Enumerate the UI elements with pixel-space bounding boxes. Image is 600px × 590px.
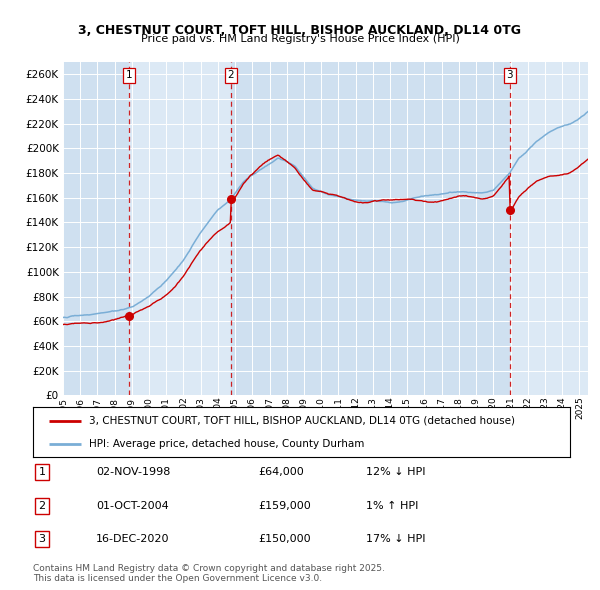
Text: £64,000: £64,000 xyxy=(258,467,304,477)
Bar xyxy=(510,62,588,395)
Text: 3: 3 xyxy=(506,70,513,80)
Text: HPI: Average price, detached house, County Durham: HPI: Average price, detached house, Coun… xyxy=(89,439,365,449)
Text: 12% ↓ HPI: 12% ↓ HPI xyxy=(366,467,425,477)
Text: 2: 2 xyxy=(227,70,234,80)
Bar xyxy=(231,62,510,395)
Text: 1: 1 xyxy=(126,70,133,80)
Text: 01-OCT-2004: 01-OCT-2004 xyxy=(96,501,169,510)
Text: 3, CHESTNUT COURT, TOFT HILL, BISHOP AUCKLAND, DL14 0TG: 3, CHESTNUT COURT, TOFT HILL, BISHOP AUC… xyxy=(79,24,521,37)
Text: 1: 1 xyxy=(38,467,46,477)
Text: Price paid vs. HM Land Registry's House Price Index (HPI): Price paid vs. HM Land Registry's House … xyxy=(140,34,460,44)
Text: £159,000: £159,000 xyxy=(258,501,311,510)
Text: £150,000: £150,000 xyxy=(258,535,311,544)
Text: Contains HM Land Registry data © Crown copyright and database right 2025.
This d: Contains HM Land Registry data © Crown c… xyxy=(33,563,385,583)
Text: 02-NOV-1998: 02-NOV-1998 xyxy=(96,467,170,477)
Text: 17% ↓ HPI: 17% ↓ HPI xyxy=(366,535,425,544)
Text: 16-DEC-2020: 16-DEC-2020 xyxy=(96,535,170,544)
Text: 2: 2 xyxy=(38,501,46,510)
Text: 3: 3 xyxy=(38,535,46,544)
Text: 1% ↑ HPI: 1% ↑ HPI xyxy=(366,501,418,510)
Text: 3, CHESTNUT COURT, TOFT HILL, BISHOP AUCKLAND, DL14 0TG (detached house): 3, CHESTNUT COURT, TOFT HILL, BISHOP AUC… xyxy=(89,415,515,425)
Bar xyxy=(129,62,231,395)
Bar xyxy=(63,62,129,395)
